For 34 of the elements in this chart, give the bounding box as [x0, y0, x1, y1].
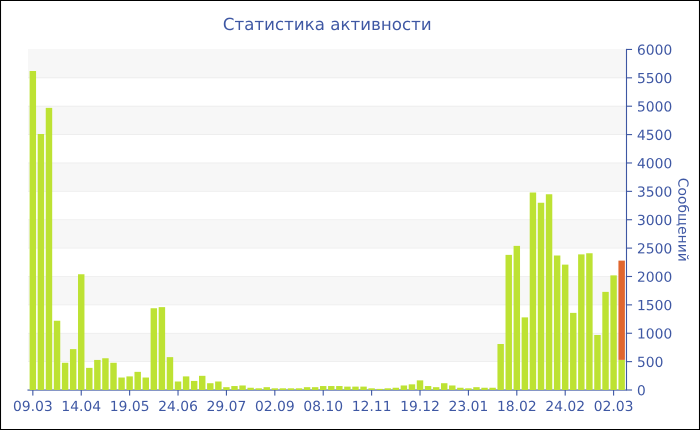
- x-tick-label: 14.04: [62, 400, 100, 412]
- y-tick-label: 5000: [638, 101, 672, 112]
- y-tick-label: 2500: [638, 243, 672, 254]
- bar: [231, 386, 238, 390]
- y-tick-label: 4500: [638, 130, 672, 140]
- y-tick-label: 1500: [638, 300, 672, 310]
- x-tick-label: 23.01: [450, 400, 488, 412]
- x-tick-label: 02.09: [256, 400, 294, 412]
- x-tick-label: 12.11: [353, 400, 390, 411]
- y-tick-label: 500: [638, 356, 663, 368]
- y-tick-label: 3000: [638, 214, 672, 226]
- y-tick-label: 6000: [638, 44, 672, 55]
- y-tick-label: 1000: [638, 328, 672, 339]
- y-tick-label: 5500: [638, 72, 672, 84]
- x-tick-label: 24.06: [159, 400, 198, 412]
- bar: [538, 202, 544, 390]
- y-tick-label: 0: [638, 384, 645, 396]
- x-tick-label: 18.02: [498, 400, 536, 412]
- x-tick-label: 29.07: [208, 400, 246, 412]
- y-tick-label: 4000: [638, 158, 672, 168]
- y-tick-label: 2000: [638, 271, 672, 282]
- bar: [110, 362, 117, 390]
- x-tick-label: 19.05: [111, 400, 148, 412]
- bar: [416, 380, 424, 390]
- x-tick-label: 09.03: [14, 400, 52, 412]
- y-tick-label: 3500: [638, 186, 672, 197]
- x-tick-label: 02.03: [594, 400, 632, 412]
- bar: [352, 386, 359, 390]
- chart-title: Статистика активности: [224, 18, 430, 30]
- x-tick-label: 08.10: [304, 400, 342, 412]
- x-tick-label: 19.12: [402, 400, 438, 412]
- y-axis-title: Сообщений: [676, 178, 690, 260]
- x-tick-label: 24.02: [546, 400, 584, 412]
- bar: [618, 260, 625, 360]
